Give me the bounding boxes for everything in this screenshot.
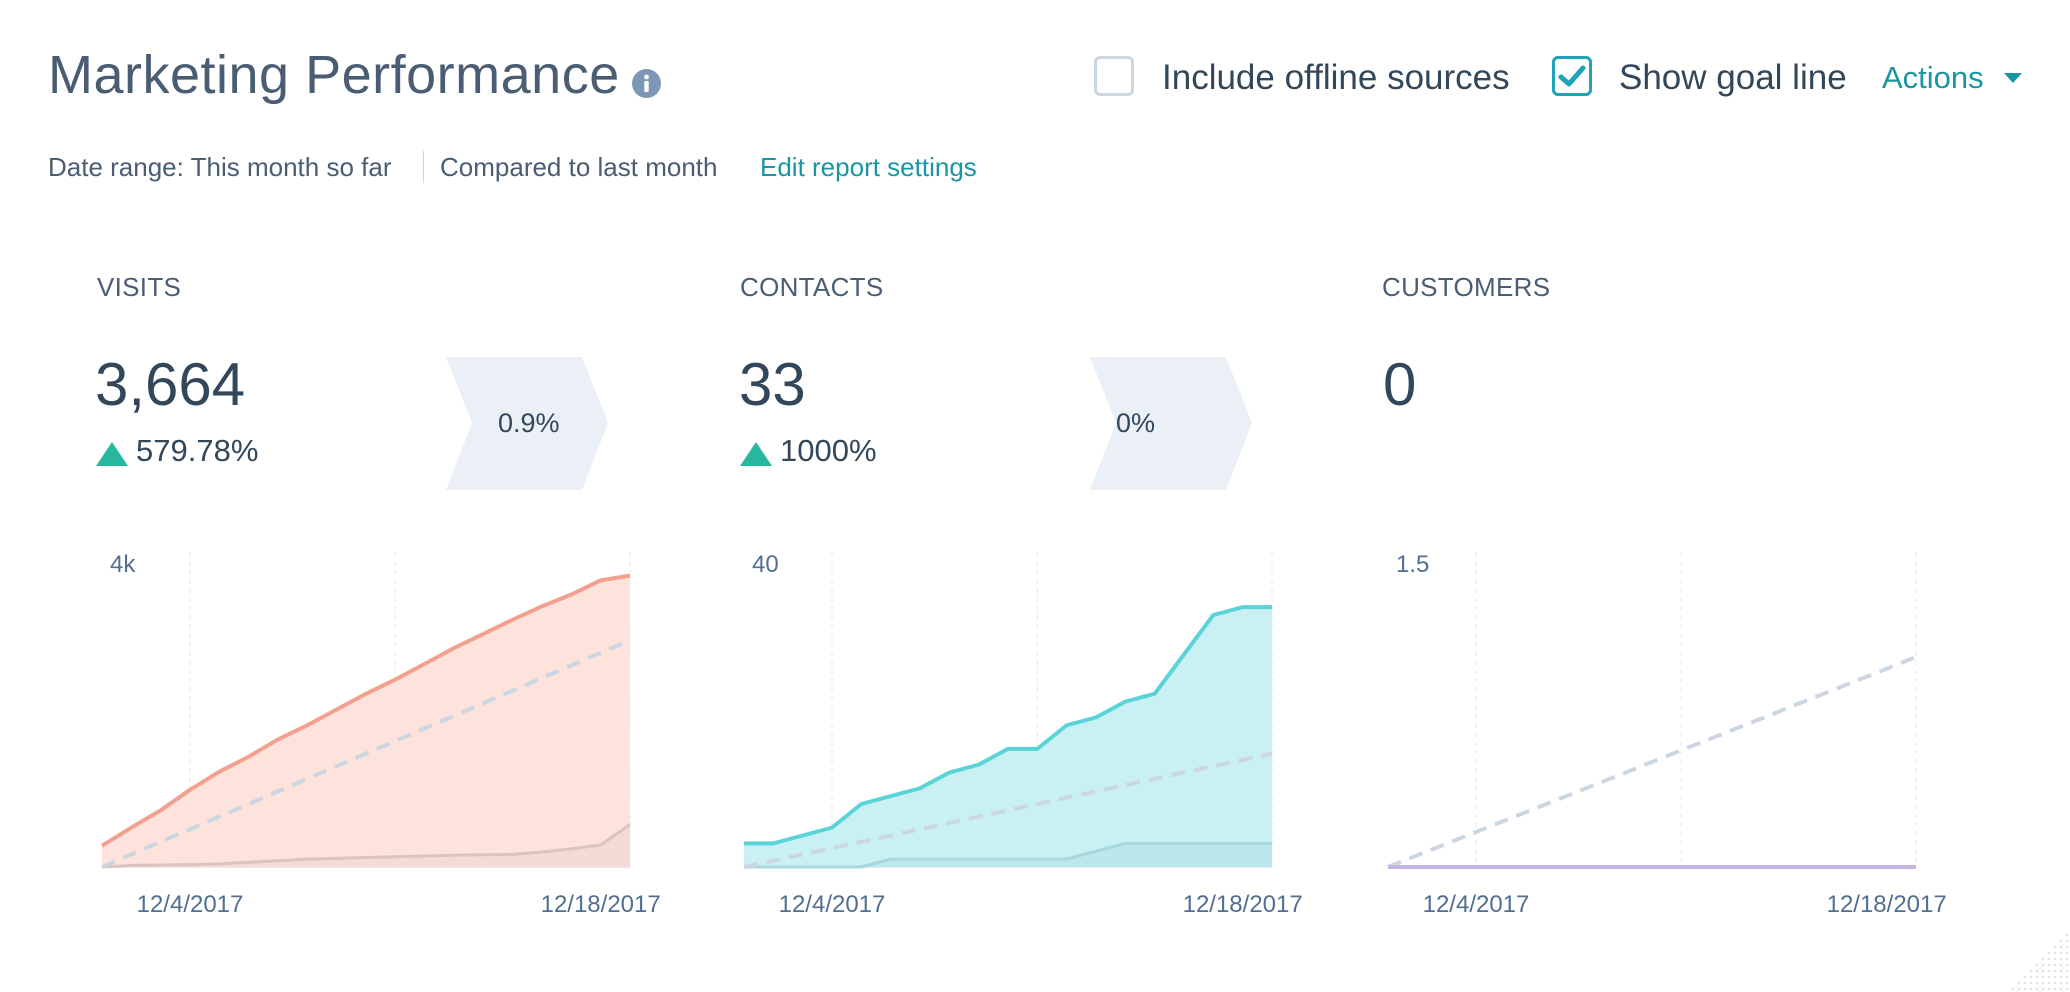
y-max-label: 4k	[110, 551, 136, 578]
x-tick-label: 12/4/2017	[779, 891, 886, 918]
edit-report-settings-link[interactable]: Edit report settings	[760, 152, 977, 182]
page-title: Marketing Performance	[48, 45, 620, 105]
goal-line	[743, 751, 1273, 869]
compared-text: Compared to last month	[440, 152, 718, 182]
show-goal-checkbox[interactable]	[1552, 56, 1592, 96]
contacts-chart: 40 12/4/2017 12/18/2017	[743, 551, 1303, 918]
info-icon[interactable]	[632, 69, 661, 98]
previous-period-area	[744, 843, 1272, 867]
customers-label: CUSTOMERS	[1382, 272, 1551, 302]
contacts-delta: 1000%	[780, 433, 877, 468]
x-tick-label: 12/18/2017	[1827, 891, 1947, 918]
subheader-divider	[423, 151, 424, 183]
checkmark-icon	[1558, 65, 1586, 87]
up-arrow-icon	[96, 442, 128, 466]
current-period-area	[102, 575, 630, 867]
current-period-line	[100, 573, 631, 848]
x-tick-label: 12/18/2017	[1183, 891, 1303, 918]
x-tick-label: 12/4/2017	[1423, 891, 1530, 918]
contacts-value: 33	[739, 351, 806, 418]
visit-to-contact-rate: 0.9%	[498, 408, 560, 438]
y-max-label: 1.5	[1396, 551, 1429, 578]
visits-chart: 4k 12/4/2017 12/18/2017	[100, 551, 661, 918]
contacts-label: CONTACTS	[740, 272, 884, 302]
show-goal-label[interactable]: Show goal line	[1619, 58, 1847, 97]
previous-period-line	[101, 823, 631, 869]
x-tick-label: 12/18/2017	[541, 891, 661, 918]
x-tick-label: 12/4/2017	[137, 891, 244, 918]
current-period-line	[744, 605, 1272, 846]
contact-to-customer-rate: 0%	[1116, 408, 1156, 438]
visits-label: VISITS	[97, 272, 182, 302]
conversion-rate-chevron	[446, 357, 608, 490]
conversion-rate-chevron	[1090, 357, 1252, 490]
customers-value: 0	[1383, 351, 1417, 418]
visits-value: 3,664	[95, 351, 246, 418]
date-range-text: Date range: This month so far	[48, 152, 392, 182]
include-offline-label[interactable]: Include offline sources	[1162, 58, 1510, 97]
include-offline-checkbox[interactable]	[1094, 56, 1134, 96]
customers-chart: 1.5 12/4/2017 12/18/2017	[1387, 551, 1947, 918]
up-arrow-icon	[740, 442, 772, 466]
y-max-label: 40	[752, 551, 779, 578]
goal-line	[101, 638, 631, 869]
previous-period-line	[744, 841, 1272, 869]
visits-delta: 579.78%	[136, 433, 259, 468]
goal-line	[1387, 655, 1917, 869]
previous-period-area	[102, 824, 630, 867]
corner-dots-decoration	[2011, 933, 2069, 991]
chevron-down-icon[interactable]	[2004, 73, 2022, 83]
actions-dropdown[interactable]: Actions	[1882, 60, 1984, 95]
